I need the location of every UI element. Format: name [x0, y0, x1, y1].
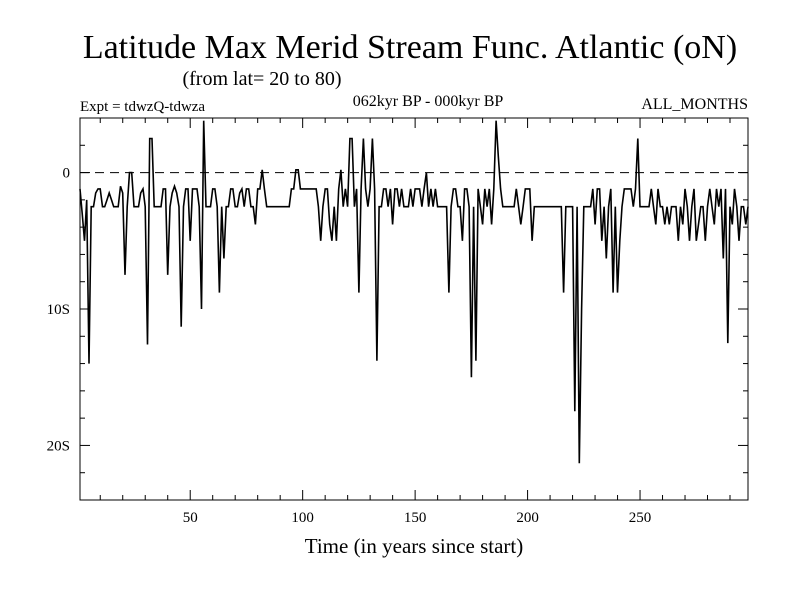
chart-title: Latitude Max Merid Stream Func. Atlantic…: [83, 29, 737, 66]
x-tick-label: 100: [291, 510, 314, 526]
x-tick-label: 50: [183, 510, 198, 526]
y-tick-label: 0: [63, 166, 71, 182]
x-tick-label: 200: [516, 510, 539, 526]
chart-subtitle: (from lat= 20 to 80): [182, 68, 341, 90]
tick-labels: 50 100 150 200 250 0 10S 20S: [47, 166, 652, 526]
months-label: ALL_MONTHS: [641, 96, 748, 113]
series-line: [79, 120, 749, 464]
y-tick-label: 10S: [47, 302, 70, 318]
x-axis-label: Time (in years since start): [305, 534, 524, 558]
time-range-label: 062kyr BP - 000kyr BP: [353, 93, 504, 110]
x-tick-label: 250: [629, 510, 652, 526]
plot-frame: [79, 117, 749, 501]
y-tick-label: 20S: [47, 438, 70, 454]
experiment-label: Expt = tdwzQ-tdwza: [80, 99, 205, 115]
x-tick-label: 150: [404, 510, 427, 526]
series-layer: [79, 120, 749, 464]
axis-ticks: [80, 118, 748, 501]
